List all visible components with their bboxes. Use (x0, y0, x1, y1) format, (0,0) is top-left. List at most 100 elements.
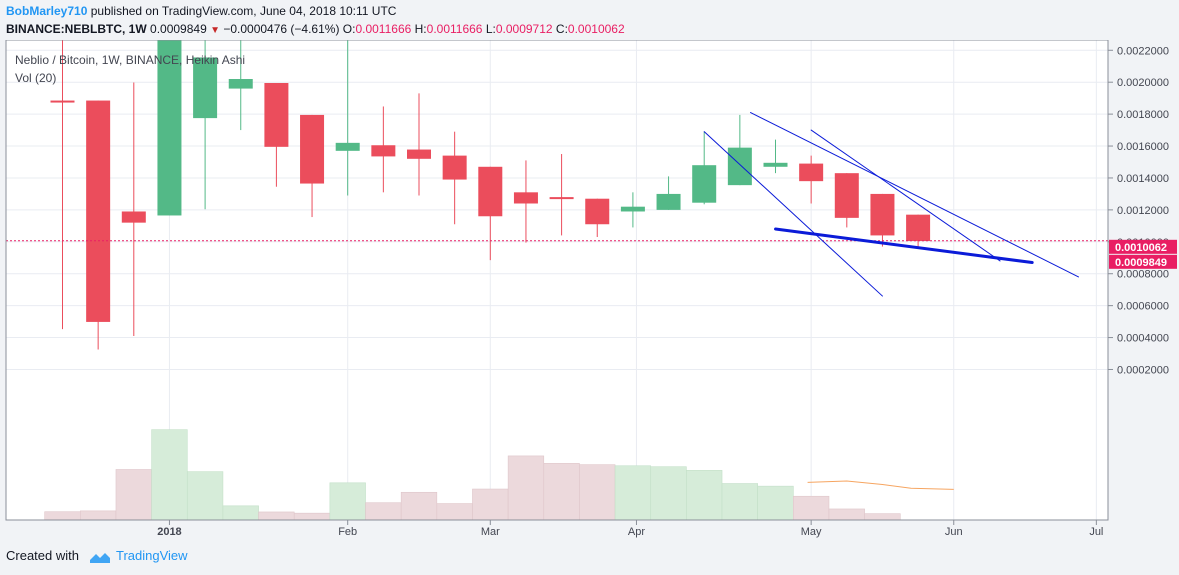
x-axis: 2018 Feb Mar Apr May Jun Jul (157, 520, 1103, 538)
open-value: 0.0011666 (355, 22, 412, 36)
trendline (703, 131, 883, 297)
y-tick-label: 0.0022000 (1117, 45, 1169, 57)
grid (6, 40, 1108, 520)
volume-bar (650, 466, 687, 521)
price-chart[interactable]: 0.00020000.00040000.00060000.00080000.00… (0, 40, 1179, 545)
candle-body (656, 193, 681, 210)
candle-body (478, 166, 503, 217)
y-tick-label: 0.0018000 (1117, 109, 1169, 121)
close-value: 0.0010062 (567, 22, 625, 36)
trendline (774, 227, 1034, 265)
volume-bar (472, 488, 509, 521)
created-with-label: Created with (6, 548, 79, 563)
candle-body (300, 114, 325, 184)
volume-bar (400, 491, 438, 521)
candle-body (727, 147, 752, 186)
volume-bar (115, 469, 152, 521)
volume-bar (614, 465, 652, 521)
x-tick-label: Jul (1089, 526, 1103, 538)
volume-bar (507, 455, 545, 521)
candle-body (799, 163, 824, 182)
y-tick-label: 0.0008000 (1117, 269, 1169, 281)
candle-body (335, 142, 360, 151)
x-tick-label: Mar (481, 526, 500, 538)
trendline (750, 112, 1080, 278)
tradingview-logo-icon (89, 552, 110, 563)
volume-bar (828, 508, 865, 521)
candle-body (549, 197, 574, 200)
chart-header: BobMarley710 published on TradingView.co… (0, 0, 1179, 40)
symbol-label: BINANCE:NEBLBTC, 1W (6, 22, 147, 36)
candle-body (442, 155, 467, 180)
tradingview-brand-link[interactable]: TradingView (116, 548, 188, 563)
volume-bar (686, 470, 723, 521)
candle-body (157, 40, 182, 216)
volume-bar (436, 503, 473, 521)
candles (50, 40, 931, 350)
candle-body (228, 79, 253, 89)
trendlines (703, 112, 1080, 297)
close-label: C: (555, 22, 568, 36)
ohlc-line: BINANCE:NEBLBTC, 1W 0.0009849 ▼ −0.00004… (6, 22, 625, 36)
price-tag-box (1109, 254, 1177, 269)
y-axis: 0.00020000.00040000.00060000.00080000.00… (1108, 45, 1169, 376)
x-tick-label: May (801, 526, 822, 538)
price-tag-box (1109, 239, 1177, 254)
high-value: 0.0011666 (426, 22, 483, 36)
publish-line: BobMarley710 published on TradingView.co… (6, 4, 396, 18)
y-tick-label: 0.0014000 (1117, 173, 1169, 185)
volume-bar (329, 482, 366, 521)
volume-bar (543, 463, 580, 521)
change-value: −0.0000476 (−4.61%) (223, 22, 340, 36)
y-tick-label: 0.0006000 (1117, 301, 1169, 313)
x-tick-label: 2018 (157, 526, 181, 538)
y-tick-label: 0.0020000 (1117, 77, 1169, 89)
candle-body (513, 192, 538, 204)
x-tick-label: Feb (338, 526, 357, 538)
published-text: published on TradingView.com, June 04, 2… (90, 4, 397, 18)
volume-legend: Vol (20) (15, 71, 56, 85)
candle-body (763, 162, 788, 167)
volume-bar (864, 513, 901, 521)
low-label: L: (485, 22, 496, 36)
price-tag-label: 0.0010062 (1115, 242, 1167, 254)
candle-body (121, 211, 146, 223)
low-value: 0.0009712 (495, 22, 553, 36)
candle-body (193, 57, 218, 119)
price-tags: 0.0010062 0.0009849 (1109, 239, 1177, 269)
candle-body (834, 173, 859, 218)
volume-bar (80, 510, 117, 521)
footer: Created with TradingView (6, 548, 188, 564)
y-tick-label: 0.0012000 (1117, 205, 1169, 217)
last-price: 0.0009849 (150, 22, 207, 36)
volume-bar (258, 511, 295, 521)
volume-bar (793, 495, 830, 521)
candle-body (585, 198, 610, 225)
candle-body (407, 149, 431, 159)
y-tick-label: 0.0004000 (1117, 333, 1169, 345)
down-triangle-icon: ▼ (210, 25, 220, 36)
candle-body (906, 214, 931, 242)
volume-bar (222, 505, 259, 521)
trendline (810, 129, 1001, 262)
volume-bar (757, 485, 794, 521)
candle-body (264, 82, 289, 147)
volume-bar (44, 511, 81, 521)
price-tag-label: 0.0009849 (1115, 257, 1167, 269)
x-tick-label: Apr (628, 526, 645, 538)
volume-bar (293, 512, 331, 521)
chart-background (6, 40, 1108, 520)
candle-body (50, 100, 75, 103)
high-label: H: (414, 22, 427, 36)
candle-body (86, 100, 111, 322)
author-link[interactable]: BobMarley710 (6, 4, 88, 18)
candle-body (371, 145, 396, 157)
plot-border (5, 40, 1109, 521)
open-label: O: (342, 22, 356, 36)
candle-body (692, 165, 717, 203)
volume-bars (44, 429, 901, 521)
volume-bar (579, 464, 616, 521)
y-tick-label: 0.0016000 (1117, 141, 1169, 153)
y-tick-label: 0.0002000 (1117, 364, 1169, 376)
volume-bar (365, 502, 402, 521)
